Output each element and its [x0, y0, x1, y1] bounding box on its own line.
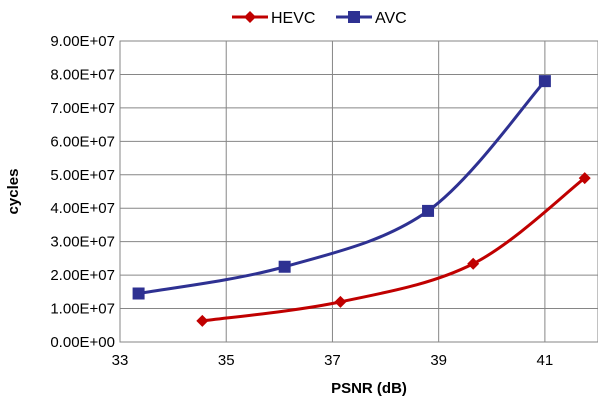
avc-point — [132, 287, 145, 300]
x-axis-ticks: 33 35 37 39 41 — [112, 352, 554, 369]
avc-point — [278, 260, 291, 273]
y-tick-label: 4.00E+07 — [50, 200, 115, 217]
legend: HEVC AVC — [232, 10, 407, 27]
avc-line — [138, 80, 547, 295]
x-tick-label: 35 — [218, 352, 235, 369]
legend-marker-hevc — [244, 11, 256, 23]
plot-area — [119, 40, 598, 343]
y-tick-label: 3.00E+07 — [50, 234, 115, 251]
hevc-point — [578, 172, 591, 185]
x-axis-title: PSNR (dB) — [331, 380, 407, 397]
y-axis-title: cycles — [5, 169, 22, 215]
y-axis-ticks: 0.00E+00 1.00E+07 2.00E+07 3.00E+07 4.00E+07… — [50, 33, 115, 351]
hevc-line — [202, 176, 586, 323]
y-tick-label: 5.00E+07 — [50, 167, 115, 184]
y-tick-label: 6.00E+07 — [50, 133, 115, 150]
x-tick-label: 39 — [430, 352, 447, 369]
series-avc — [132, 75, 551, 300]
x-tick-label: 37 — [324, 352, 341, 369]
y-tick-label: 9.00E+07 — [50, 33, 115, 50]
hevc-point — [196, 314, 209, 327]
y-tick-label: 8.00E+07 — [50, 66, 115, 83]
legend-item-hevc: HEVC — [232, 10, 315, 27]
y-tick-label: 7.00E+07 — [50, 100, 115, 117]
legend-label-hevc: HEVC — [271, 10, 315, 27]
hevc-point — [334, 295, 347, 308]
legend-label-avc: AVC — [375, 10, 407, 27]
avc-point — [422, 204, 435, 217]
series-layer — [132, 75, 591, 327]
x-tick-label: 33 — [112, 352, 129, 369]
series-hevc — [196, 172, 591, 327]
legend-item-avc: AVC — [336, 10, 407, 27]
avc-point — [538, 75, 551, 88]
y-tick-label: 1.00E+07 — [50, 301, 115, 318]
y-tick-label: 2.00E+07 — [50, 267, 115, 284]
legend-marker-avc — [348, 11, 360, 23]
y-tick-label: 0.00E+00 — [50, 334, 115, 351]
hevc-point — [467, 257, 480, 270]
x-tick-label: 41 — [537, 352, 554, 369]
